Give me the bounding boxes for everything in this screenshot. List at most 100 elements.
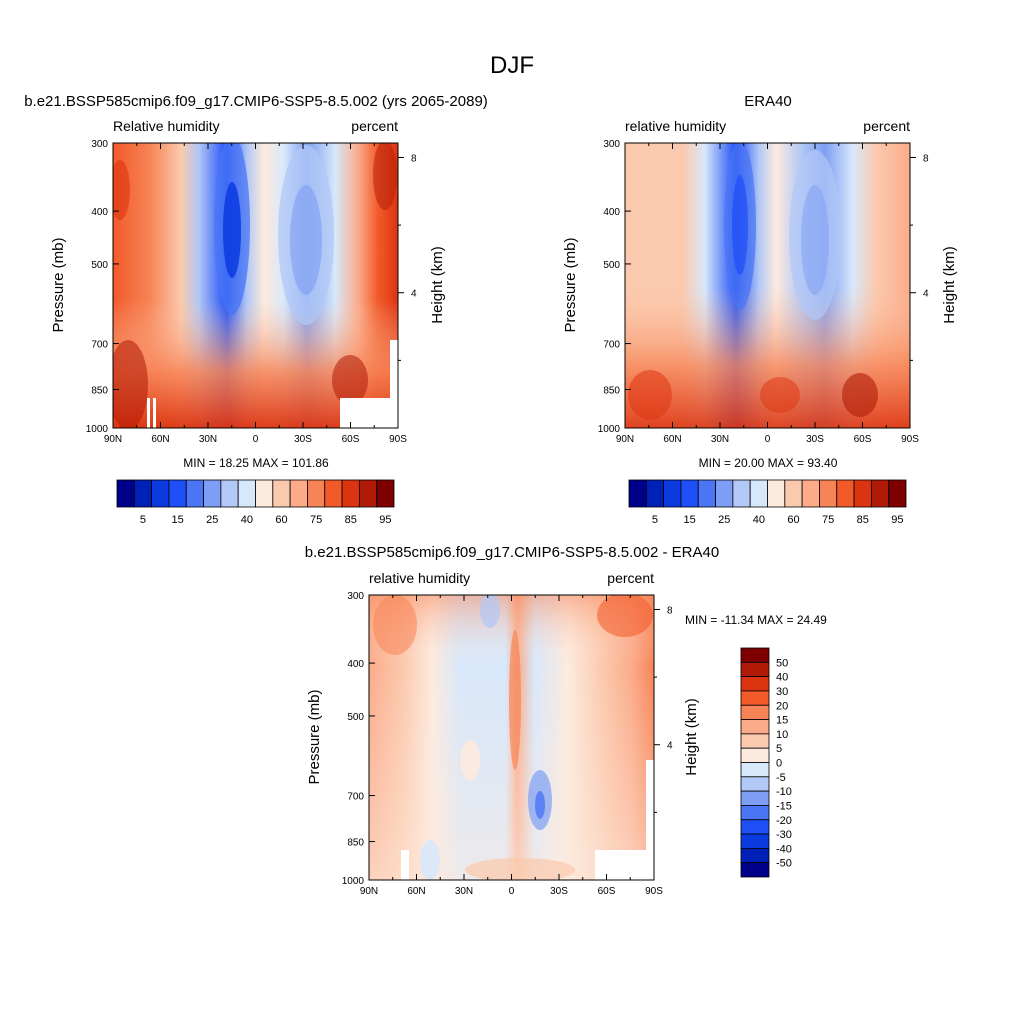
colorbar-label: -5 xyxy=(776,772,786,784)
y-tick-label: 1000 xyxy=(598,424,621,435)
y-tick-label: 400 xyxy=(91,207,108,218)
colorbar-label: 85 xyxy=(857,514,869,526)
x-tick-label: 30N xyxy=(455,886,473,897)
panel-diff-stats: MIN = -11.34 MAX = 24.49 xyxy=(685,613,827,627)
colorbar-swatch xyxy=(853,479,872,508)
colorbar-swatch xyxy=(358,479,378,508)
x-tick-label: 90S xyxy=(645,886,663,897)
y-tick-label: 400 xyxy=(347,659,364,670)
panel-diff-field xyxy=(369,595,654,880)
y-tick-label: 850 xyxy=(347,838,364,849)
y-tick-label: 500 xyxy=(347,712,364,723)
panel-model-ylabel: Pressure (mb) xyxy=(50,237,67,332)
panel-diff-ylabel: Pressure (mb) xyxy=(306,689,323,784)
colorbar-swatch xyxy=(888,479,907,508)
colorbar-swatch xyxy=(133,479,153,508)
colorbar-label: -15 xyxy=(776,800,792,812)
colorbar-label: 20 xyxy=(776,700,788,712)
colorbar-label: 0 xyxy=(776,758,782,770)
x-tick-label: 90N xyxy=(104,434,122,445)
colorbar-swatch xyxy=(801,479,820,508)
y-tick-label: 300 xyxy=(603,139,620,150)
colorbar-swatch xyxy=(870,479,890,508)
colorbar-label: 75 xyxy=(310,514,322,526)
colorbar-swatch xyxy=(740,661,770,678)
colorbar-label: 75 xyxy=(822,514,834,526)
colorbar-swatch xyxy=(628,479,647,508)
panel-diff-title: b.e21.BSSP585cmip6.f09_g17.CMIP6-SSP5-8.… xyxy=(305,544,719,561)
colorbar-label: 10 xyxy=(776,729,788,741)
colorbar-label: -50 xyxy=(776,858,792,870)
y-tick-label: 850 xyxy=(91,386,108,397)
x-tick-label: 30N xyxy=(199,434,217,445)
colorbar-label: 40 xyxy=(753,514,765,526)
colorbar-label: 85 xyxy=(345,514,357,526)
colorbar-swatch xyxy=(740,819,770,835)
x-tick-label: 30S xyxy=(550,886,568,897)
colorbar-swatch xyxy=(645,479,665,508)
colorbar-label: 15 xyxy=(776,715,788,727)
panel-era40-axes: 90N 60N 30N 0 30S 60S 90S 300 400 500 700 850 1000 8 4 xyxy=(598,139,929,445)
x-tick-label: 30S xyxy=(294,434,312,445)
y2-tick-label: 8 xyxy=(411,153,417,164)
x-tick-label: 90S xyxy=(389,434,407,445)
colorbar-swatch xyxy=(324,479,343,508)
y-tick-label: 700 xyxy=(91,340,108,351)
colorbar-swatch xyxy=(819,479,838,508)
y-tick-label: 1000 xyxy=(342,876,365,887)
colorbar-label: 95 xyxy=(891,514,903,526)
panel-model-title: b.e21.BSSP585cmip6.f09_g17.CMIP6-SSP5-8.… xyxy=(24,93,488,110)
x-tick-label: 0 xyxy=(765,434,771,445)
panel-diff-axes: 90N 60N 30N 0 30S 60S 90S 300 400 500 700 850 1000 8 4 xyxy=(342,591,673,897)
colorbar-label: 25 xyxy=(718,514,730,526)
colorbar-swatch xyxy=(237,479,256,508)
y-tick-label: 500 xyxy=(603,260,620,271)
colorbar-swatch xyxy=(740,833,770,849)
y-tick-label: 300 xyxy=(347,591,364,602)
colorbar-swatch xyxy=(784,479,803,508)
colorbar-swatch xyxy=(740,647,770,663)
x-tick-label: 90N xyxy=(360,886,378,897)
colorbar-swatch xyxy=(740,805,770,821)
colorbar-label: 40 xyxy=(776,672,788,684)
y2-tick-label: 4 xyxy=(923,289,929,300)
colorbar-label: -10 xyxy=(776,786,792,798)
colorbar-label: 15 xyxy=(171,514,183,526)
panel-era40-y2label: Height (km) xyxy=(941,246,958,324)
y-tick-label: 700 xyxy=(347,792,364,803)
panel-era40-colorbar: 5 15 25 40 60 75 85 95 xyxy=(628,479,907,526)
colorbar-swatch xyxy=(740,862,770,878)
colorbar-swatch xyxy=(740,847,770,864)
y2-tick-label: 8 xyxy=(923,153,929,164)
colorbar-label: 25 xyxy=(206,514,218,526)
colorbar-label: 50 xyxy=(776,657,788,669)
x-tick-label: 60S xyxy=(598,886,616,897)
panel-era40-right-label: percent xyxy=(863,118,910,134)
colorbar-swatch xyxy=(740,690,770,706)
panel-model: b.e21.BSSP585cmip6.f09_g17.CMIP6-SSP5-8.… xyxy=(24,93,488,526)
panel-model-stats: MIN = 18.25 MAX = 101.86 xyxy=(183,456,329,470)
panel-diff-left-label: relative humidity xyxy=(369,570,470,586)
colorbar-label: -20 xyxy=(776,815,792,827)
colorbar-swatch xyxy=(376,479,395,508)
y2-tick-label: 4 xyxy=(667,741,673,752)
colorbar-swatch xyxy=(740,719,770,735)
panel-era40-ylabel: Pressure (mb) xyxy=(562,237,579,332)
x-tick-label: 30S xyxy=(806,434,824,445)
colorbar-label: 5 xyxy=(776,743,782,755)
x-tick-label: 60N xyxy=(151,434,169,445)
panel-model-y2label: Height (km) xyxy=(429,246,446,324)
colorbar-label: 5 xyxy=(140,514,146,526)
x-tick-label: 0 xyxy=(253,434,259,445)
colorbar-swatch xyxy=(740,762,770,778)
colorbar-swatch xyxy=(836,479,855,508)
colorbar-swatch xyxy=(680,479,699,508)
colorbar-swatch xyxy=(740,704,770,720)
colorbar-swatch xyxy=(272,479,291,508)
x-tick-label: 60S xyxy=(854,434,872,445)
colorbar-label: 95 xyxy=(379,514,391,526)
colorbar-swatch xyxy=(663,479,682,508)
